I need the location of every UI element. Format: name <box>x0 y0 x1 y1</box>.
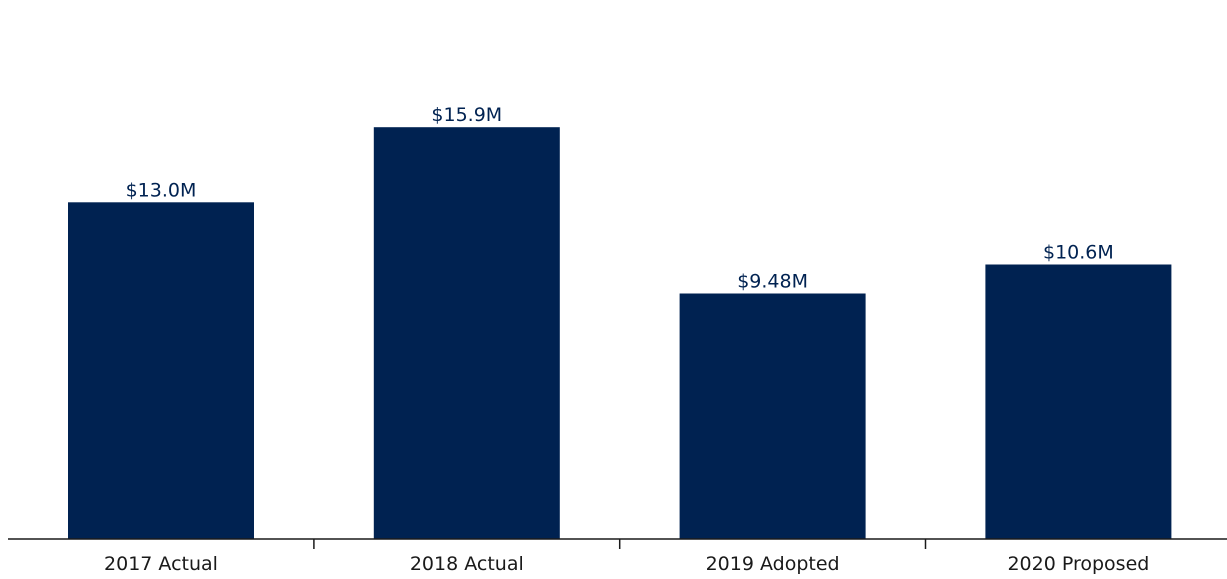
x-tick-label: 2020 Proposed <box>1007 553 1149 575</box>
bar-2020-proposed <box>985 264 1172 539</box>
bar-2018-actual <box>373 127 560 539</box>
value-labels-layer: $13.0M $15.9M $9.48M $10.6M <box>126 104 1114 292</box>
x-tick-label: 2017 Actual <box>104 553 218 575</box>
bar-2017-actual <box>68 202 254 540</box>
bar-2019-adopted <box>679 293 866 539</box>
bar-value-label: $10.6M <box>1043 242 1114 264</box>
bar-value-label: $13.0M <box>126 179 197 201</box>
bar-value-label: $15.9M <box>431 104 502 126</box>
x-axis-ticks <box>313 539 927 549</box>
x-tick-label: 2018 Actual <box>410 553 524 575</box>
bar-value-label: $9.48M <box>737 271 808 293</box>
bars-layer <box>68 127 1172 540</box>
x-tick-label: 2019 Adopted <box>706 553 840 575</box>
x-axis-tick-labels: 2017 Actual 2018 Actual 2019 Adopted 2020 P… <box>104 553 1149 575</box>
